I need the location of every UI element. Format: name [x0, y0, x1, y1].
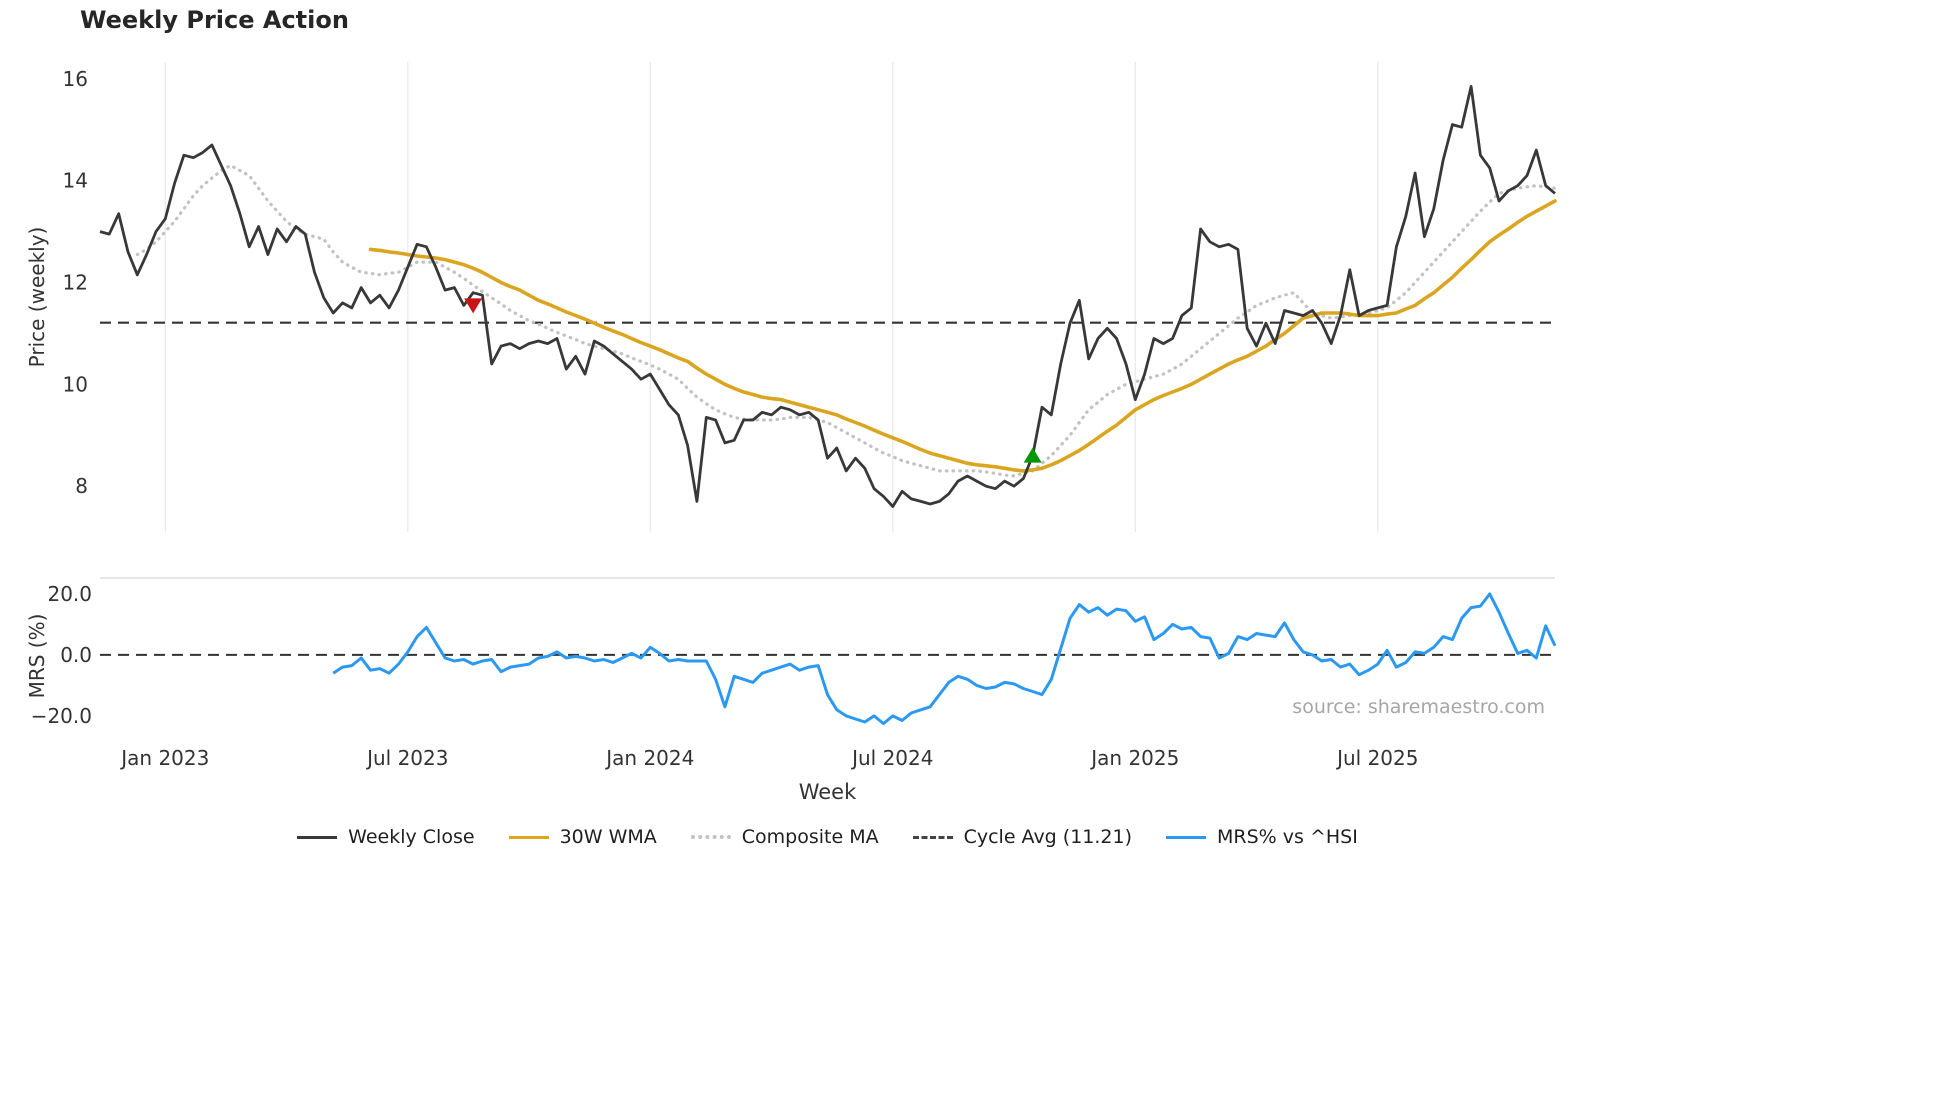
composite-ma-swatch-icon: [690, 835, 731, 839]
legend-label: 30W WMA: [559, 826, 657, 848]
chart-title: Weekly Price Action: [80, 6, 349, 34]
mrs-line: [332, 592, 1557, 726]
legend-item-weekly-close: Weekly Close: [297, 826, 475, 848]
x-tick-label: Jul 2025: [1335, 746, 1418, 770]
legend-label: Cycle Avg (11.21): [963, 826, 1133, 848]
price-y-tick-label: 12: [63, 271, 88, 295]
chart-canvas: 8 10 12 14 16 −20.0 0.0 20.0 Jan 2023 Jul 2023 Jan…: [31, 62, 1557, 770]
weekly-close-swatch-icon: [297, 835, 338, 839]
legend: Weekly Close 30W WMA Composite MA Cycle Avg…: [0, 826, 1655, 848]
legend-item-composite-ma: Composite MA: [690, 826, 879, 848]
legend-item-mrs-vs-hsi: MRS% vs ^HSI: [1166, 826, 1358, 848]
x-tick-label: Jul 2023: [365, 746, 448, 770]
mrs-y-tick-label: 0.0: [60, 643, 92, 667]
price-y-tick-label: 8: [75, 474, 88, 498]
cycle-avg-11-21-swatch-icon: [912, 835, 953, 839]
legend-label: Composite MA: [741, 826, 879, 848]
mrs-y-tick-label: −20.0: [31, 704, 92, 728]
mrs-vs-hsi-swatch-icon: [1166, 835, 1207, 839]
buy-marker-icon: [1023, 447, 1042, 463]
wma-line: [368, 199, 1557, 473]
legend-item-30w-wma: 30W WMA: [508, 826, 657, 848]
x-tick-label: Jul 2024: [850, 746, 933, 770]
30w-wma-swatch-icon: [508, 835, 549, 839]
legend-label: Weekly Close: [348, 826, 475, 848]
x-tick-label: Jan 2025: [1089, 746, 1179, 770]
x-tick-label: Jan 2023: [119, 746, 209, 770]
price-y-tick-label: 16: [63, 67, 88, 91]
x-axis-label: Week: [798, 780, 857, 804]
weekly-close-line: [99, 85, 1556, 508]
composite-ma-line: [135, 163, 1557, 478]
legend-item-cycle-avg-11-21: Cycle Avg (11.21): [912, 826, 1133, 848]
x-axis-label-row: Week: [0, 780, 1655, 804]
price-y-tick-label: 10: [63, 372, 88, 396]
x-tick-label: Jan 2024: [604, 746, 694, 770]
mrs-y-tick-label: 20.0: [47, 582, 92, 606]
price-y-tick-label: 14: [63, 169, 88, 193]
sell-marker-icon: [464, 298, 483, 314]
source-watermark: source: sharemaestro.com: [1292, 696, 1545, 718]
legend-label: MRS% vs ^HSI: [1217, 826, 1358, 848]
